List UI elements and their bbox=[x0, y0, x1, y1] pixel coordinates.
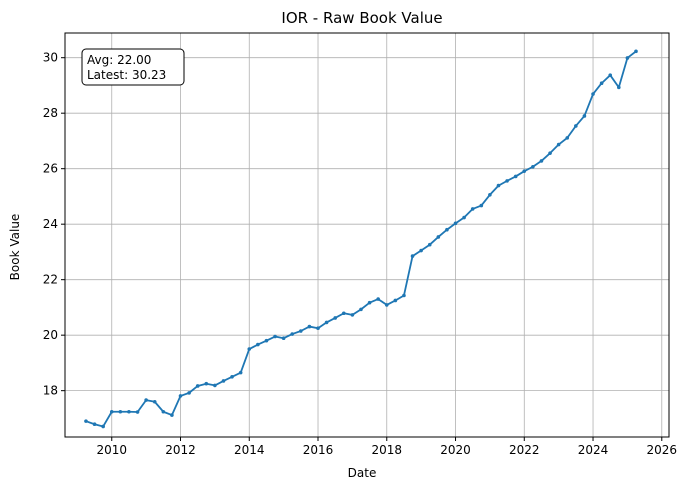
data-point bbox=[496, 183, 501, 188]
data-point bbox=[135, 410, 140, 414]
data-point bbox=[462, 215, 466, 220]
data-point bbox=[617, 85, 621, 90]
data-point bbox=[410, 254, 415, 258]
x-tick-label: 2014 bbox=[234, 443, 265, 457]
y-tick-label: 30 bbox=[43, 51, 58, 65]
data-point bbox=[402, 293, 406, 298]
book-value-line bbox=[85, 50, 637, 428]
x-tick-label: 2012 bbox=[165, 443, 196, 457]
data-point bbox=[161, 409, 166, 414]
data-point bbox=[170, 413, 174, 417]
grid bbox=[65, 33, 669, 437]
data-point bbox=[281, 336, 286, 341]
series-layer bbox=[84, 49, 638, 429]
data-point bbox=[333, 316, 338, 320]
data-point bbox=[453, 221, 458, 226]
y-tick-label: 26 bbox=[43, 162, 58, 176]
data-point bbox=[213, 383, 217, 388]
data-point bbox=[376, 297, 380, 301]
data-point bbox=[152, 399, 157, 404]
data-point bbox=[118, 409, 123, 414]
data-point bbox=[556, 142, 561, 147]
stats-annotation-box bbox=[81, 48, 185, 86]
data-point bbox=[565, 136, 570, 140]
x-tick-label: 2020 bbox=[440, 443, 471, 457]
x-tick-label: 2016 bbox=[303, 443, 334, 457]
data-point bbox=[230, 374, 234, 379]
data-point bbox=[548, 151, 552, 155]
data-point bbox=[470, 207, 475, 211]
stats-annotation: Avg: 22.00 Latest: 30.23 bbox=[81, 48, 185, 86]
x-tick-label: 2022 bbox=[509, 443, 540, 457]
data-point bbox=[359, 307, 363, 312]
data-point bbox=[427, 242, 432, 247]
data-point bbox=[144, 398, 148, 402]
data-point bbox=[195, 384, 200, 388]
data-point bbox=[92, 422, 97, 427]
y-tick-label: 20 bbox=[43, 328, 58, 342]
data-point bbox=[513, 174, 518, 179]
data-point bbox=[419, 248, 423, 253]
x-axis-label: Date bbox=[348, 466, 377, 480]
data-point bbox=[599, 81, 604, 86]
y-tick-label: 28 bbox=[43, 106, 58, 120]
x-tick-label: 2024 bbox=[578, 443, 609, 457]
data-point bbox=[574, 124, 578, 128]
data-point bbox=[221, 379, 226, 383]
data-point bbox=[273, 334, 277, 339]
data-point bbox=[109, 409, 114, 414]
data-point bbox=[479, 203, 484, 208]
data-point bbox=[247, 347, 252, 351]
data-point bbox=[505, 179, 509, 183]
data-point bbox=[307, 324, 312, 329]
data-point bbox=[531, 164, 535, 169]
stats-latest: Latest: 30.23 bbox=[87, 68, 166, 82]
data-point bbox=[393, 298, 398, 303]
data-point bbox=[238, 370, 243, 375]
y-axis-label: Book Value bbox=[8, 214, 22, 281]
data-point bbox=[127, 409, 131, 414]
ticks: 2010 2012 2014 2016 2018 2020 2022 2024 20261820… bbox=[43, 51, 677, 457]
plot-frame bbox=[64, 32, 670, 438]
stats-average: Avg: 22.00 bbox=[87, 53, 151, 67]
data-point bbox=[178, 394, 183, 398]
data-point bbox=[264, 338, 269, 343]
data-point bbox=[436, 235, 441, 239]
chart-title: IOR - Raw Book Value bbox=[281, 9, 442, 27]
data-point bbox=[350, 313, 355, 317]
data-point bbox=[84, 419, 88, 423]
data-point bbox=[608, 73, 613, 77]
data-point bbox=[187, 391, 191, 395]
data-point bbox=[522, 169, 527, 173]
data-point bbox=[290, 332, 295, 336]
data-point bbox=[256, 342, 260, 347]
data-point bbox=[324, 320, 329, 325]
data-point bbox=[299, 329, 303, 333]
data-point bbox=[316, 326, 320, 331]
data-point bbox=[341, 311, 346, 316]
y-tick-label: 18 bbox=[43, 384, 58, 398]
data-point bbox=[539, 159, 544, 163]
data-point bbox=[204, 381, 209, 386]
data-point bbox=[101, 424, 105, 429]
data-point bbox=[625, 56, 630, 60]
x-tick-label: 2026 bbox=[647, 443, 678, 457]
x-tick-label: 2018 bbox=[371, 443, 402, 457]
data-point bbox=[582, 114, 587, 118]
x-tick-label: 2010 bbox=[96, 443, 127, 457]
data-point bbox=[591, 92, 595, 96]
y-tick-label: 24 bbox=[43, 217, 58, 231]
data-point bbox=[488, 192, 492, 197]
data-point bbox=[634, 49, 638, 54]
y-tick-label: 22 bbox=[43, 273, 58, 287]
data-point bbox=[445, 227, 449, 232]
data-point bbox=[367, 300, 372, 305]
data-point bbox=[384, 303, 389, 307]
